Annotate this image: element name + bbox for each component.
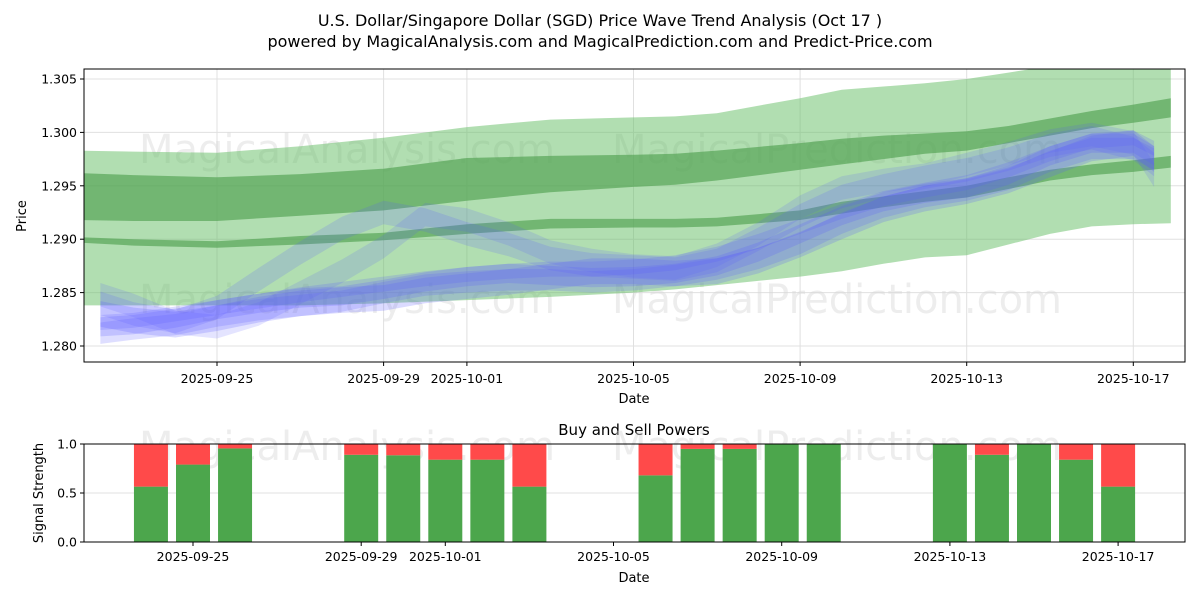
buy-bar bbox=[1017, 444, 1051, 542]
price-axes-frame bbox=[83, 68, 1186, 363]
figure-subtitle: powered by MagicalAnalysis.com and Magic… bbox=[267, 32, 932, 51]
price-x-ticks: 2025-09-25 2025-09-29 2025-10-01 2025-10-05… bbox=[181, 362, 1170, 386]
buy-bar bbox=[133, 486, 168, 542]
blue-wave-0 bbox=[100, 130, 1155, 338]
x-tick-label: 2025-09-29 bbox=[325, 549, 398, 564]
figure-title: U.S. Dollar/Singapore Dollar (SGD) Price… bbox=[318, 11, 882, 30]
y-tick-label: 1.280 bbox=[41, 339, 77, 354]
sell-bar bbox=[512, 444, 547, 487]
sell-bar bbox=[722, 444, 757, 449]
sell-bar bbox=[680, 444, 715, 449]
blue-wave-3 bbox=[100, 133, 1155, 337]
y-tick-label: 1.290 bbox=[41, 232, 77, 247]
signal-y-label: Signal Strength bbox=[32, 443, 47, 543]
x-tick-label: 2025-09-29 bbox=[347, 371, 420, 386]
buy-bar bbox=[638, 475, 673, 542]
x-tick-label: 2025-10-09 bbox=[745, 549, 818, 564]
y-tick-label: 1.285 bbox=[41, 285, 77, 300]
x-tick-label: 2025-09-25 bbox=[181, 371, 254, 386]
x-tick-label: 2025-10-09 bbox=[764, 371, 837, 386]
signal-x-ticks: 2025-09-25 2025-09-29 2025-10-01 2025-10-05… bbox=[157, 542, 1155, 564]
x-tick-label: 2025-10-05 bbox=[577, 549, 650, 564]
y-tick-label: 0.0 bbox=[57, 535, 77, 550]
sell-bar bbox=[1059, 444, 1094, 460]
price-y-label: Price bbox=[15, 200, 30, 232]
sell-bar bbox=[176, 444, 210, 465]
blue-wave-4 bbox=[100, 137, 1155, 344]
x-tick-label: 2025-10-05 bbox=[597, 371, 670, 386]
buy-bar bbox=[1101, 486, 1136, 542]
x-tick-label: 2025-10-17 bbox=[1097, 371, 1170, 386]
buy-bar bbox=[680, 448, 715, 542]
blue-wave-5 bbox=[100, 130, 1155, 330]
sell-bar bbox=[133, 444, 168, 487]
buy-bar bbox=[428, 459, 463, 542]
buy-bar bbox=[764, 444, 799, 542]
green-upper-strong-band bbox=[84, 98, 1171, 221]
buy-bar bbox=[974, 454, 1009, 542]
x-tick-label: 2025-10-17 bbox=[1082, 549, 1155, 564]
buy-bar bbox=[218, 448, 253, 542]
sell-bar bbox=[386, 444, 421, 456]
sell-bar bbox=[1101, 444, 1136, 487]
x-tick-label: 2025-10-13 bbox=[930, 371, 1003, 386]
y-tick-label: 1.295 bbox=[41, 178, 77, 193]
sell-bar bbox=[428, 444, 463, 460]
buy-bar bbox=[470, 459, 505, 542]
x-tick-label: 2025-10-01 bbox=[409, 549, 482, 564]
buy-bar bbox=[1059, 459, 1094, 542]
signal-y-ticks: 0.0 0.5 1.0 bbox=[57, 437, 84, 550]
signal-x-label: Date bbox=[618, 571, 649, 586]
price-y-ticks: 1.280 1.285 1.290 1.295 1.300 1.305 bbox=[41, 72, 84, 354]
y-tick-label: 0.5 bbox=[57, 486, 77, 501]
buy-bar bbox=[176, 464, 210, 542]
x-tick-label: 2025-09-25 bbox=[157, 549, 230, 564]
buy-bar bbox=[806, 444, 841, 542]
sell-bar bbox=[638, 444, 673, 476]
green-bands bbox=[84, 69, 1171, 306]
price-chart: MagicalAnalysis.com MagicalPrediction.co… bbox=[15, 68, 1186, 407]
sell-bar bbox=[344, 444, 379, 455]
signal-chart-title: Buy and Sell Powers bbox=[558, 421, 710, 439]
sell-bar bbox=[218, 444, 253, 449]
sell-bar bbox=[470, 444, 505, 460]
blue-wave-2 bbox=[100, 122, 1155, 339]
buy-bar bbox=[386, 455, 421, 542]
blue-wave-1 bbox=[100, 126, 1155, 334]
y-tick-label: 1.0 bbox=[57, 437, 77, 452]
buy-bar bbox=[722, 448, 757, 542]
buy-bar bbox=[932, 444, 967, 542]
buy-bar bbox=[512, 486, 547, 542]
y-tick-label: 1.305 bbox=[41, 72, 77, 87]
signal-bars bbox=[133, 444, 1136, 542]
sell-bar bbox=[974, 444, 1009, 455]
signal-chart: Buy and Sell Powers MagicalAnalysis.com … bbox=[32, 421, 1186, 586]
price-x-label: Date bbox=[618, 392, 649, 407]
x-tick-label: 2025-10-13 bbox=[914, 549, 987, 564]
x-tick-label: 2025-10-01 bbox=[431, 371, 504, 386]
blue-waves bbox=[100, 122, 1155, 344]
y-tick-label: 1.300 bbox=[41, 125, 77, 140]
buy-bar bbox=[344, 454, 379, 542]
